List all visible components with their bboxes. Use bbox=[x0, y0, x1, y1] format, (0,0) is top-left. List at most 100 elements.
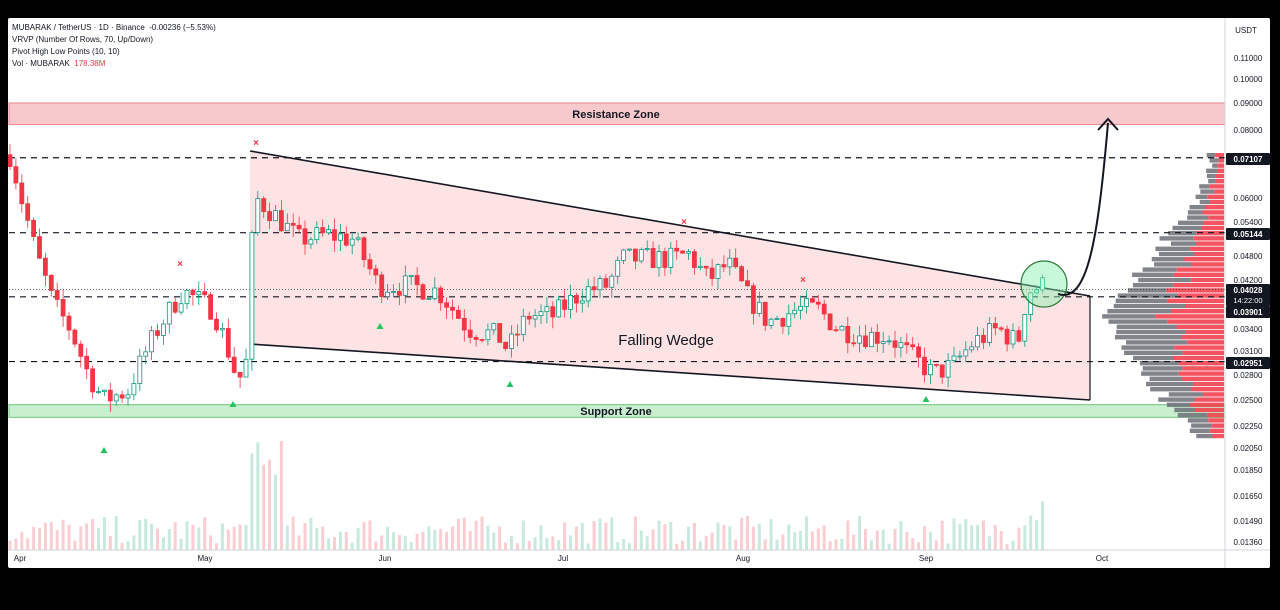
profile-bar-down bbox=[1181, 376, 1224, 381]
candle bbox=[922, 347, 927, 383]
candle bbox=[332, 218, 337, 253]
volume-bar bbox=[834, 539, 838, 550]
candle bbox=[367, 253, 373, 275]
candle bbox=[237, 371, 243, 388]
profile-bar-down bbox=[1214, 189, 1224, 194]
candle bbox=[172, 297, 178, 314]
candle bbox=[66, 312, 72, 341]
candle-body bbox=[349, 238, 355, 246]
profile-bar-down bbox=[1187, 340, 1224, 345]
candle-body bbox=[503, 341, 509, 349]
candle-body bbox=[633, 248, 638, 262]
candle bbox=[432, 277, 438, 301]
profile-bar-down bbox=[1193, 381, 1224, 387]
volume-bar bbox=[61, 519, 65, 550]
profile-bar-up bbox=[1117, 293, 1178, 298]
breakout-circle bbox=[1020, 260, 1068, 308]
candle bbox=[273, 204, 278, 222]
candle-body bbox=[721, 264, 727, 268]
candle-body bbox=[621, 249, 626, 261]
volume-bar bbox=[775, 539, 779, 550]
candle bbox=[1022, 313, 1028, 347]
volume-bar bbox=[392, 532, 395, 550]
candle-body bbox=[780, 318, 786, 327]
profile-bar-up bbox=[1187, 210, 1203, 215]
candle bbox=[792, 302, 798, 319]
volume-bar bbox=[368, 520, 372, 550]
volume-bar bbox=[138, 520, 142, 550]
volume-bar bbox=[14, 538, 18, 550]
candle-body bbox=[273, 210, 278, 222]
price-chart[interactable]: Resistance Zone Support Zone Falling Wedg… bbox=[8, 18, 1270, 568]
candle-body bbox=[231, 356, 237, 373]
candle-body bbox=[219, 328, 225, 331]
candle-body bbox=[225, 328, 231, 358]
profile-bar-up bbox=[1206, 168, 1218, 173]
volume-bar bbox=[687, 526, 690, 550]
candle-body bbox=[715, 264, 721, 279]
candle-body bbox=[680, 250, 685, 254]
candle bbox=[886, 335, 892, 346]
volume-profile bbox=[1102, 153, 1224, 439]
candle bbox=[243, 348, 249, 378]
candle-body bbox=[963, 349, 969, 357]
profile-bar-down bbox=[1173, 272, 1224, 277]
profile-bar-down bbox=[1191, 262, 1224, 267]
volume-bar bbox=[356, 528, 360, 550]
candle bbox=[385, 284, 391, 300]
candle bbox=[568, 284, 573, 319]
volume-bars bbox=[8, 440, 1044, 550]
volume-bar bbox=[433, 529, 437, 550]
profile-bar-down bbox=[1209, 428, 1224, 433]
candle-body bbox=[479, 339, 485, 341]
volume-bar bbox=[173, 522, 177, 550]
candle-body bbox=[992, 323, 998, 329]
profile-bar-up bbox=[1149, 376, 1182, 381]
profile-bar-down bbox=[1194, 251, 1224, 257]
candle-body bbox=[904, 342, 910, 346]
candle-body bbox=[149, 330, 155, 353]
month-label: May bbox=[197, 554, 212, 563]
pivot-high-marker: × bbox=[800, 275, 806, 286]
price-tick-label: 0.04800 bbox=[1234, 252, 1263, 261]
volume-bar bbox=[456, 518, 460, 550]
volume-bar bbox=[1017, 527, 1021, 550]
pivot-low-marker bbox=[922, 396, 930, 402]
profile-bar-up bbox=[1200, 189, 1215, 194]
volume-bar bbox=[858, 516, 862, 550]
volume-bar bbox=[32, 526, 36, 550]
profile-bar-up bbox=[1168, 392, 1203, 397]
volume-bar bbox=[49, 522, 53, 550]
volume-indicator-label: Vol · MUBARAK 178.38M bbox=[12, 59, 106, 68]
candle-body bbox=[638, 249, 644, 262]
candle bbox=[208, 291, 214, 321]
profile-bar-up bbox=[1151, 257, 1185, 262]
profile-bar-up bbox=[1108, 319, 1168, 324]
candle bbox=[597, 275, 603, 298]
candle bbox=[987, 317, 992, 347]
candle-body bbox=[243, 358, 249, 378]
volume-bar bbox=[333, 537, 336, 550]
volume-bar bbox=[722, 525, 726, 550]
candle-body bbox=[155, 330, 160, 336]
volume-bar bbox=[846, 520, 850, 550]
candle-body bbox=[863, 335, 868, 348]
candle-body bbox=[827, 313, 833, 331]
candle bbox=[149, 326, 155, 361]
candle-body bbox=[520, 315, 526, 336]
volume-bar bbox=[557, 540, 561, 550]
candle-body bbox=[432, 287, 438, 299]
candle-body bbox=[43, 257, 48, 276]
chart-panel[interactable]: MUBARAK / TetherUS · 1D · Binance -0.002… bbox=[8, 18, 1270, 568]
candle-body bbox=[78, 343, 84, 357]
volume-bar bbox=[468, 531, 472, 550]
profile-bar-up bbox=[1154, 262, 1192, 267]
price-tick-label: 0.11000 bbox=[1234, 54, 1263, 63]
candle bbox=[627, 248, 632, 252]
volume-bar bbox=[262, 464, 266, 550]
annotations: × × × × bbox=[100, 117, 1119, 453]
candle bbox=[255, 190, 261, 236]
candle bbox=[278, 200, 284, 233]
candle bbox=[668, 242, 674, 275]
candle bbox=[709, 259, 715, 287]
